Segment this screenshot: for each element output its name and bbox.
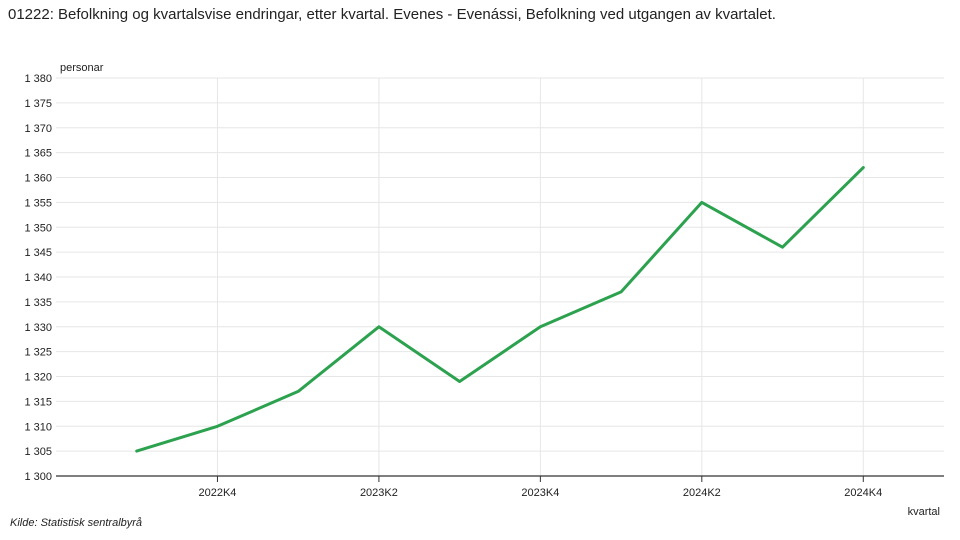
y-tick: 1 310 (24, 421, 52, 433)
series-line (135, 166, 865, 453)
y-tick: 1 365 (24, 148, 52, 160)
y-tick: 1 330 (24, 322, 52, 334)
x-axis: 2022K4 2023K2 2023K4 2024K2 2024K4 (56, 475, 944, 499)
grid-lines (56, 77, 944, 476)
x-tick: 2022K4 (198, 476, 236, 499)
y-tick-label: 1 305 (24, 446, 52, 458)
y-tick-label: 1 340 (24, 272, 52, 284)
y-tick: 1 315 (24, 396, 52, 408)
x-tick-label: 2023K4 (521, 487, 559, 499)
x-axis-title: kvartal (908, 506, 940, 518)
y-tick: 1 355 (24, 197, 52, 209)
y-tick-label: 1 300 (24, 471, 52, 483)
x-tick: 2023K2 (360, 476, 398, 499)
chart-title: 01222: Befolkning og kvartalsvise endrin… (8, 6, 776, 23)
x-tick-label: 2022K4 (198, 487, 236, 499)
y-tick: 1 345 (24, 247, 52, 259)
x-tick-label: 2023K2 (360, 487, 398, 499)
y-tick-label: 1 365 (24, 148, 52, 160)
x-tick-label: 2024K2 (683, 487, 721, 499)
y-tick-label: 1 335 (24, 297, 52, 309)
y-tick: 1 335 (24, 297, 52, 309)
y-tick: 1 375 (24, 98, 52, 110)
y-axis-title: personar (60, 62, 104, 74)
y-tick-label: 1 325 (24, 347, 52, 359)
y-tick-label: 1 310 (24, 421, 52, 433)
x-tick: 2024K2 (683, 476, 721, 499)
y-tick: 1 380 (24, 73, 52, 85)
y-tick: 1 325 (24, 347, 52, 359)
y-tick-label: 1 355 (24, 197, 52, 209)
y-tick: 1 360 (24, 173, 52, 185)
y-axis: 1 300 1 305 1 310 1 315 1 320 1 325 1 330 1 335… (24, 73, 52, 483)
y-tick-label: 1 330 (24, 322, 52, 334)
x-tick-label: 2024K4 (844, 487, 882, 499)
source-note: Kilde: Statistisk sentralbyrå (10, 517, 143, 529)
y-tick: 1 350 (24, 222, 52, 234)
x-tick: 2024K4 (844, 476, 882, 499)
y-tick-label: 1 320 (24, 372, 52, 384)
y-tick: 1 340 (24, 272, 52, 284)
y-tick-label: 1 350 (24, 222, 52, 234)
y-tick-label: 1 360 (24, 173, 52, 185)
y-tick: 1 300 (24, 471, 52, 483)
y-tick-label: 1 380 (24, 73, 52, 85)
y-tick-label: 1 315 (24, 396, 52, 408)
y-tick-label: 1 370 (24, 123, 52, 135)
x-tick: 2023K4 (521, 476, 559, 499)
y-tick-label: 1 375 (24, 98, 52, 110)
y-tick: 1 320 (24, 372, 52, 384)
y-tick-label: 1 345 (24, 247, 52, 259)
y-tick: 1 370 (24, 123, 52, 135)
y-tick: 1 305 (24, 446, 52, 458)
